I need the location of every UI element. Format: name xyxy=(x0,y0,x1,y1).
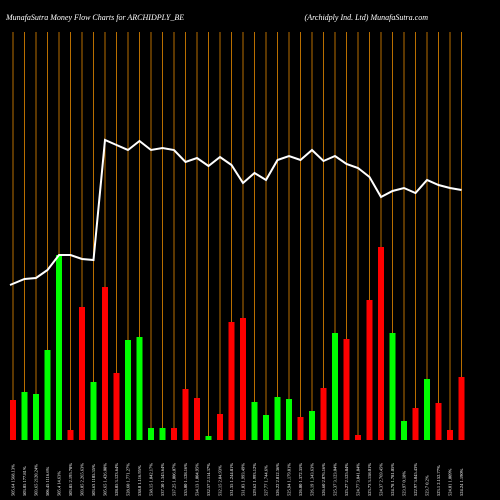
x-tick-label: 525.27 2.125.84% xyxy=(344,463,349,496)
x-tick-label: 524.37 2.769.45% xyxy=(379,463,384,496)
x-tick-label: 505.65 1.426.08% xyxy=(103,463,108,496)
bar xyxy=(182,389,189,440)
bar xyxy=(90,382,97,440)
chart-subtitle: (Archidply Ind. Ltd) MunafaSutra.com xyxy=(305,13,429,22)
bar xyxy=(56,255,62,440)
bar xyxy=(251,402,258,440)
x-tick-label: 525.94 1.179.81% xyxy=(287,463,292,496)
bar xyxy=(194,398,200,440)
x-tick-label: 505.4 14.63% xyxy=(57,471,62,496)
bar xyxy=(447,430,453,440)
bar xyxy=(401,421,407,440)
bar xyxy=(67,430,74,440)
x-tick-label: 523.97 0.18% xyxy=(402,471,407,496)
money-flow-line xyxy=(9,138,462,286)
bar xyxy=(205,436,212,440)
bar xyxy=(159,428,166,440)
x-tick-label: 526.19 1.343.63% xyxy=(310,463,315,496)
x-tick-label: 524.24 1.190% xyxy=(459,468,464,496)
x-tick-label: 528.05 3.123.64% xyxy=(114,463,119,496)
bar xyxy=(378,247,384,440)
x-tick-label: 537.30 1.345.64% xyxy=(160,463,165,496)
x-tick-label: 503.65 2120.24% xyxy=(34,464,39,496)
x-tick-label: 522.97 3.045.43% xyxy=(413,463,418,496)
x-tick-label: 535.00 1.128.16% xyxy=(183,463,188,496)
bar xyxy=(228,322,235,440)
bar xyxy=(113,373,120,440)
bar xyxy=(274,397,281,440)
bar xyxy=(412,408,419,440)
x-tick-label: 532.15 2.84.93% xyxy=(218,465,223,496)
x-tick-label: 524.01 1.009% xyxy=(448,468,453,496)
bar xyxy=(33,394,39,440)
x-tick-label: 528.60 1.771.27% xyxy=(126,463,131,496)
bar xyxy=(136,337,143,440)
x-tick-label: 527.77 1.744.6% xyxy=(264,465,269,496)
x-tick-label: 537.25 1.006.07% xyxy=(172,463,177,496)
x-tick-label: 538.15 1.042.17% xyxy=(149,463,154,496)
bar xyxy=(79,307,85,440)
x-tick-label: 538.0 1.116.95% xyxy=(137,465,142,496)
x-tick-label: 523.1 2.152.77% xyxy=(436,465,441,496)
bar xyxy=(171,428,177,440)
x-tick-label: 526.00 1.372.35% xyxy=(298,463,303,496)
x-tick-label: 531.35 1.244.81% xyxy=(229,463,234,496)
x-tick-label: 525.37 3.123.04% xyxy=(333,463,338,496)
bar xyxy=(102,287,108,440)
bar xyxy=(21,392,28,440)
bar xyxy=(309,411,315,440)
x-tick-label: 503.05 177.81% xyxy=(22,466,27,496)
bar xyxy=(435,403,442,440)
x-tick-label: 531.03 1.993.49% xyxy=(241,463,246,496)
x-tick-label: 526.60 2.076.16% xyxy=(321,463,326,496)
bar xyxy=(10,400,16,440)
bar xyxy=(343,339,350,440)
x-tick-label: 523.7 0.2% xyxy=(425,475,430,496)
bar xyxy=(44,350,51,440)
bar xyxy=(332,333,338,440)
x-tick-label: 526.22 2.012.36% xyxy=(275,463,280,496)
x-tick-label: 503.85 2.195.78% xyxy=(68,463,73,496)
bar xyxy=(125,340,131,440)
x-tick-label: 503.63 1105.35% xyxy=(91,464,96,496)
x-tick-label: 523.73 3.158.01% xyxy=(367,463,372,496)
bar xyxy=(286,399,292,440)
bar xyxy=(389,333,396,440)
x-tick-label: 506.45 1116.6% xyxy=(45,466,50,496)
x-tick-label: 532.57 2.114.37% xyxy=(206,463,211,496)
x-tick-label: 524.78 1.781.05% xyxy=(390,463,395,496)
bar xyxy=(217,414,223,440)
bar xyxy=(355,435,361,440)
bar xyxy=(366,300,373,440)
bar xyxy=(240,318,246,440)
bar xyxy=(320,388,327,440)
bar xyxy=(424,379,430,440)
bar xyxy=(148,428,154,440)
bar xyxy=(263,415,269,440)
bar xyxy=(297,417,304,440)
x-tick-label: 529.62 1.993.12% xyxy=(252,463,257,496)
x-tick-label: 505.64 1568.13% xyxy=(11,464,16,496)
x-tick-label: 524.77 3.041.84% xyxy=(356,463,361,496)
bar xyxy=(458,377,465,440)
x-tick-label: 534.13 1.004.95% xyxy=(195,463,200,496)
x-tick-label: 503.05 2.265.63% xyxy=(80,463,85,496)
chart-title: MunafaSutra Money Flow Charts for ARCHID… xyxy=(5,13,184,22)
